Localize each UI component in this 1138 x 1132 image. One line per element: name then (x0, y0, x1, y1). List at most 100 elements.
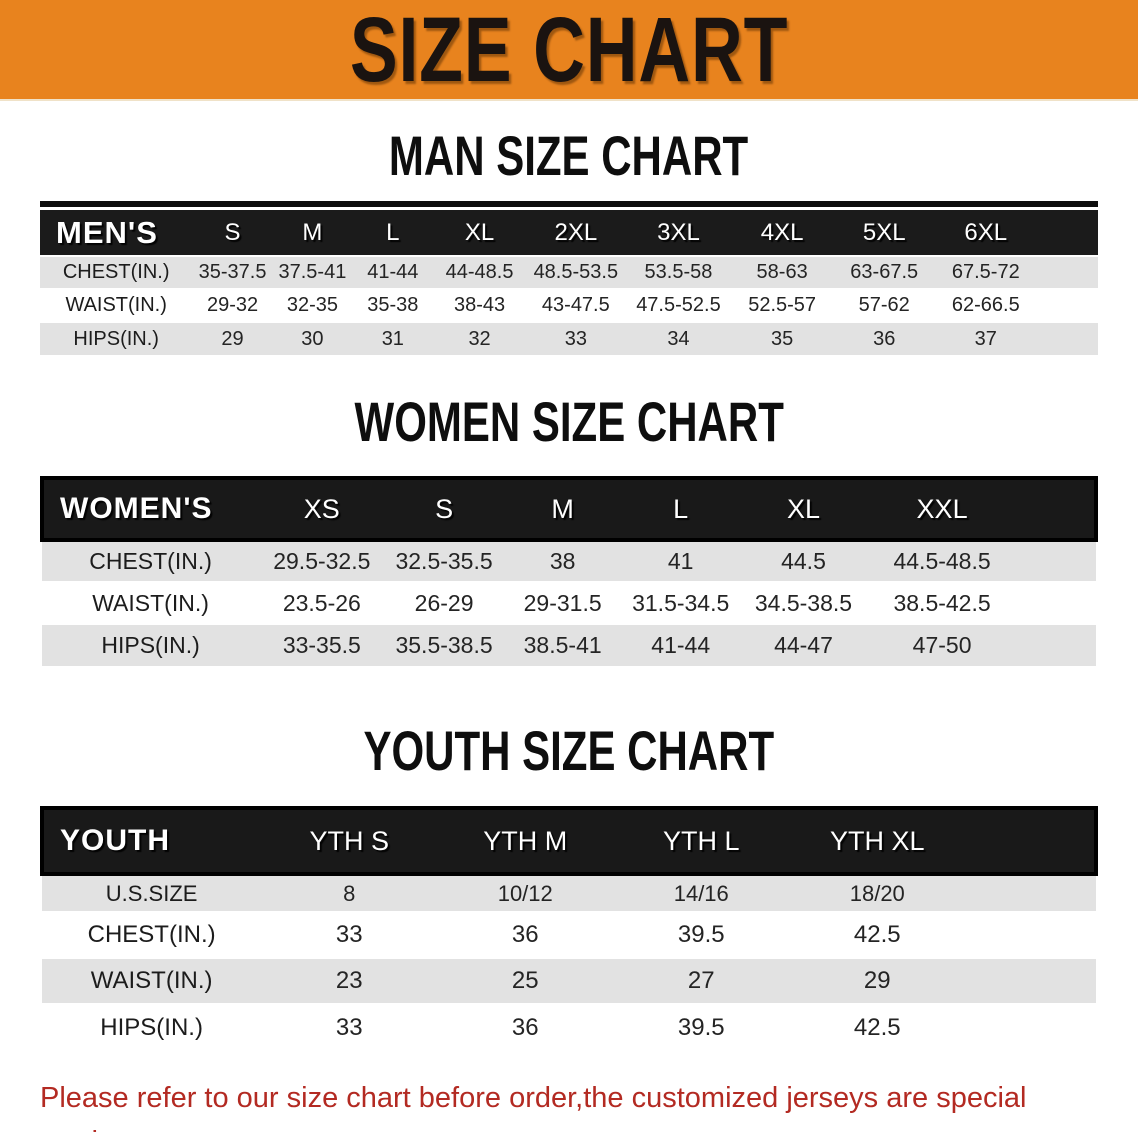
men-corner-label: MEN'S (40, 210, 193, 256)
men-waist-row: WAIST(IN.) 29-32 32-35 35-38 38-43 43-47… (40, 289, 1098, 322)
youth-size-xl: YTH XL (789, 806, 966, 876)
table-cell: 39.5 (613, 1004, 790, 1050)
women-size-l: L (621, 476, 740, 542)
table-cell: 29-31.5 (503, 582, 622, 624)
table-cell: 29 (192, 322, 273, 355)
filler-cell (1036, 256, 1098, 289)
youth-chest-row: CHEST(IN.) 33 36 39.5 42.5 (42, 912, 1096, 958)
table-cell: 8 (261, 874, 438, 912)
table-cell: 38.5-41 (503, 624, 622, 666)
filler-cell (965, 1004, 1096, 1050)
youth-heading-text: YOUTH SIZE CHART (363, 719, 775, 782)
women-chest-row: CHEST(IN.) 29.5-32.5 32.5-35.5 38 41 44.… (42, 540, 1096, 582)
table-cell: 29.5-32.5 (259, 540, 385, 582)
youth-hips-row: HIPS(IN.) 33 36 39.5 42.5 (42, 1004, 1096, 1050)
women-size-table: WOMEN'S XS S M L XL XXL CHEST(IN.) 29.5-… (39, 476, 1099, 666)
men-size-table: MEN'S S M L XL 2XL 3XL 4XL 5XL 6XL CHEST… (40, 210, 1098, 355)
table-cell: 42.5 (789, 912, 966, 958)
table-cell: 29-32 (192, 289, 273, 322)
men-header-row: MEN'S S M L XL 2XL 3XL 4XL 5XL 6XL (40, 210, 1098, 256)
table-cell: 41-44 (352, 256, 434, 289)
youth-hips-label: HIPS(IN.) (42, 1004, 262, 1050)
men-size-5xl: 5XL (833, 210, 935, 256)
table-cell: 32 (433, 322, 526, 355)
table-cell: 48.5-53.5 (525, 256, 627, 289)
table-cell: 57-62 (833, 289, 935, 322)
filler-cell (1016, 582, 1096, 624)
table-cell: 35-37.5 (192, 256, 273, 289)
youth-ussize-row: U.S.SIZE 8 10/12 14/16 18/20 (42, 874, 1096, 912)
table-cell: 35.5-38.5 (384, 624, 504, 666)
table-cell: 33-35.5 (259, 624, 385, 666)
youth-size-table: YOUTH YTH S YTH M YTH L YTH XL U.S.SIZE … (39, 806, 1098, 1050)
table-cell: 30 (272, 322, 353, 355)
table-cell: 41-44 (621, 624, 740, 666)
table-cell: 10/12 (437, 874, 614, 912)
youth-header-row: YOUTH YTH S YTH M YTH L YTH XL (39, 806, 1098, 876)
men-size-4xl: 4XL (730, 210, 834, 256)
table-cell: 32-35 (272, 289, 353, 322)
table-cell: 35 (730, 322, 834, 355)
men-size-s: S (192, 210, 273, 256)
table-cell: 58-63 (730, 256, 834, 289)
banner-title: SIZE CHART (349, 0, 789, 101)
men-hips-label: HIPS(IN.) (40, 322, 193, 355)
youth-waist-row: WAIST(IN.) 23 25 27 29 (42, 958, 1096, 1004)
filler-cell (1036, 210, 1098, 256)
table-cell: 37.5-41 (272, 256, 353, 289)
table-cell: 35-38 (352, 289, 434, 322)
filler-cell (1036, 289, 1098, 322)
table-cell: 53.5-58 (626, 256, 731, 289)
filler-cell (1016, 624, 1096, 666)
table-cell: 62-66.5 (935, 289, 1037, 322)
table-cell: 36 (437, 1004, 614, 1050)
table-cell: 14/16 (613, 874, 790, 912)
youth-chest-label: CHEST(IN.) (42, 912, 262, 958)
table-cell: 38-43 (433, 289, 526, 322)
women-table-wrap: WOMEN'S XS S M L XL XXL CHEST(IN.) 29.5-… (39, 476, 1099, 666)
filler-cell (965, 912, 1096, 958)
women-header-row: WOMEN'S XS S M L XL XXL (39, 476, 1099, 542)
table-cell: 26-29 (384, 582, 504, 624)
man-section-heading: MAN SIZE CHART (0, 128, 1138, 184)
men-size-2xl: 2XL (525, 210, 627, 256)
table-cell: 52.5-57 (730, 289, 834, 322)
filler-cell (965, 806, 1098, 876)
women-size-s: S (384, 476, 504, 542)
table-cell: 33 (261, 912, 438, 958)
table-cell: 67.5-72 (935, 256, 1037, 289)
youth-size-s: YTH S (261, 806, 438, 876)
table-cell: 44.5 (739, 540, 868, 582)
table-cell: 39.5 (613, 912, 790, 958)
youth-waist-label: WAIST(IN.) (42, 958, 262, 1004)
youth-size-m: YTH M (437, 806, 614, 876)
men-chest-label: CHEST(IN.) (40, 256, 193, 289)
table-cell: 31 (352, 322, 434, 355)
filler-cell (1016, 540, 1096, 582)
women-waist-row: WAIST(IN.) 23.5-26 26-29 29-31.5 31.5-34… (42, 582, 1096, 624)
table-cell: 38 (503, 540, 622, 582)
men-table-top-rule (40, 201, 1098, 207)
table-cell: 33 (261, 1004, 438, 1050)
table-cell: 23.5-26 (259, 582, 385, 624)
table-cell: 34.5-38.5 (739, 582, 868, 624)
table-cell: 32.5-35.5 (384, 540, 504, 582)
filler-cell (965, 958, 1096, 1004)
youth-table-wrap: YOUTH YTH S YTH M YTH L YTH XL U.S.SIZE … (39, 806, 1098, 1050)
men-waist-label: WAIST(IN.) (40, 289, 193, 322)
youth-size-l: YTH L (613, 806, 790, 876)
women-corner-label: WOMEN'S (39, 476, 260, 542)
table-cell: 44.5-48.5 (867, 540, 1017, 582)
filler-cell (1036, 322, 1098, 355)
table-cell: 37 (935, 322, 1037, 355)
filler-cell (965, 874, 1096, 912)
table-cell: 31.5-34.5 (621, 582, 740, 624)
table-cell: 36 (437, 912, 614, 958)
youth-ussize-label: U.S.SIZE (42, 874, 262, 912)
table-cell: 36 (833, 322, 935, 355)
women-hips-label: HIPS(IN.) (42, 624, 260, 666)
table-cell: 47-50 (867, 624, 1017, 666)
youth-section-heading: YOUTH SIZE CHART (0, 723, 1138, 779)
table-cell: 29 (789, 958, 966, 1004)
table-cell: 18/20 (789, 874, 966, 912)
